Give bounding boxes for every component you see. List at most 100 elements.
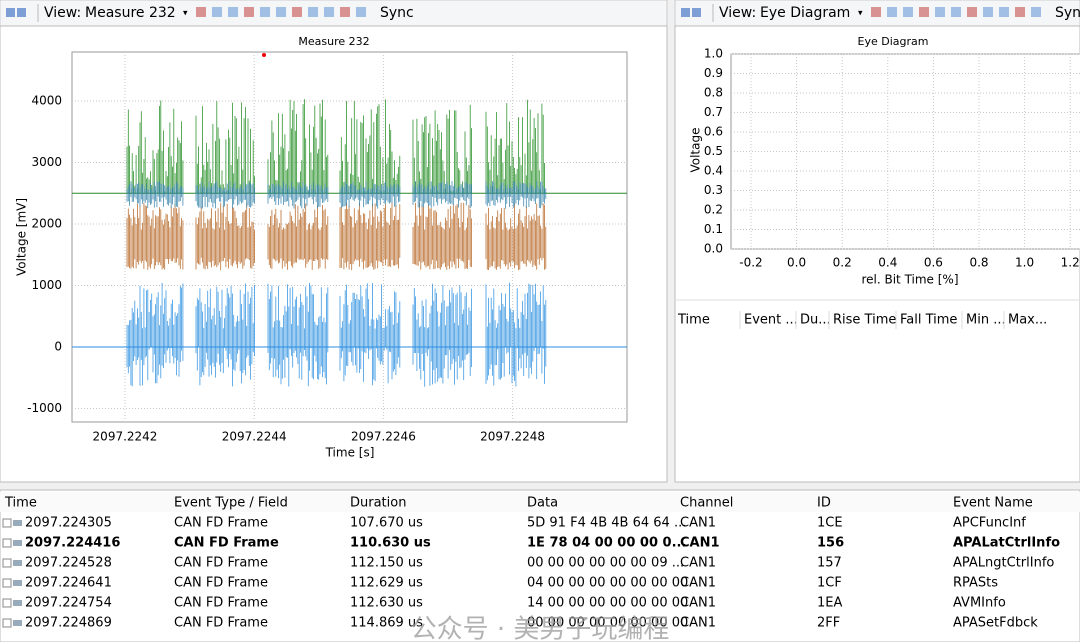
cell[interactable]: AVMInfo: [953, 596, 1006, 611]
cell[interactable]: 00 00 00 00 00 00 09 ...: [527, 556, 684, 571]
cell[interactable]: APCFuncInf: [953, 516, 1026, 531]
cell[interactable]: 14 00 00 00 00 00 00 00: [527, 596, 688, 611]
toolbar-icon: [903, 7, 913, 17]
column-header[interactable]: Event Type / Field: [174, 496, 288, 511]
column-header[interactable]: Max...: [1008, 313, 1047, 328]
cell[interactable]: 112.150 us: [350, 556, 423, 571]
watermark: 公众号 · 美男子玩编程: [411, 615, 670, 642]
x-tick-label: 0.6: [924, 256, 943, 270]
y-tick-label: 0.5: [704, 144, 723, 158]
cell[interactable]: CAN FD Frame: [174, 596, 268, 611]
dropdown[interactable]: ▾: [858, 9, 863, 19]
cell[interactable]: CAN FD Frame: [174, 616, 268, 631]
expand-icon[interactable]: [3, 519, 11, 527]
x-tick-label: 2097.2242: [93, 430, 158, 444]
column-header[interactable]: Event ...: [744, 313, 798, 328]
cell[interactable]: 2097.224754: [25, 596, 112, 611]
x-tick-label: 2097.2246: [351, 430, 416, 444]
cell[interactable]: CAN1: [680, 596, 716, 611]
cell[interactable]: 110.630 us: [350, 536, 431, 551]
y-tick-label: 0.0: [704, 242, 723, 256]
toolbar-icon: [681, 8, 690, 17]
view-label: View:: [44, 5, 81, 21]
column-header[interactable]: Rise Time: [833, 313, 896, 328]
x-tick-label: 0.4: [878, 256, 897, 270]
column-header[interactable]: Time: [4, 496, 37, 511]
cell[interactable]: 2097.224416: [25, 536, 120, 551]
cell[interactable]: APALngtCtrlInfo: [953, 556, 1054, 571]
y-tick-label: 0.2: [704, 203, 723, 217]
toolbar-icon: [983, 7, 993, 17]
column-header[interactable]: Channel: [680, 496, 733, 511]
cell[interactable]: 04 00 00 00 00 00 00 00: [527, 576, 688, 591]
cell[interactable]: RPASts: [953, 576, 998, 591]
toolbar-icon: [292, 7, 302, 17]
y-tick-label: 0.1: [704, 222, 723, 236]
column-header[interactable]: ID: [817, 496, 831, 511]
x-tick-label: 2097.2244: [222, 430, 287, 444]
cell[interactable]: 2FF: [817, 616, 840, 631]
cell[interactable]: CAN FD Frame: [174, 576, 268, 591]
y-tick-label: 0: [54, 340, 62, 354]
toolbar-icon: [1015, 7, 1025, 17]
cell[interactable]: CAN1: [680, 516, 716, 531]
cell[interactable]: 107.670 us: [350, 516, 423, 531]
y-axis-label: Voltage [mV]: [15, 198, 29, 276]
cell[interactable]: CAN FD Frame: [174, 556, 268, 571]
cell[interactable]: CAN1: [680, 536, 720, 551]
cell[interactable]: CAN1: [680, 556, 716, 571]
cell[interactable]: CAN FD Frame: [174, 516, 268, 531]
expand-icon[interactable]: [3, 579, 11, 587]
toolbar-icon: [967, 7, 977, 17]
column-header[interactable]: Event Name: [953, 496, 1033, 511]
toolbar-icon: [308, 7, 318, 17]
cell[interactable]: CAN1: [680, 616, 716, 631]
cell[interactable]: 2097.224305: [25, 516, 112, 531]
cell[interactable]: 1E 78 04 00 00 00 0...: [527, 536, 686, 551]
cell[interactable]: 112.629 us: [350, 576, 423, 591]
cell[interactable]: CAN1: [680, 576, 716, 591]
sync-button[interactable]: Sync: [1055, 5, 1080, 21]
y-tick-label: 4000: [31, 94, 62, 108]
expand-icon[interactable]: [3, 559, 11, 567]
column-header[interactable]: Min ...: [966, 313, 1006, 328]
cell[interactable]: 2097.224641: [25, 576, 112, 591]
frame-icon: [13, 620, 22, 626]
column-header[interactable]: Time: [677, 313, 710, 328]
cell[interactable]: 157: [817, 556, 842, 571]
x-tick-label: 1.2: [1061, 256, 1080, 270]
toolbar-icon: [196, 7, 206, 17]
sync-button[interactable]: Sync: [380, 5, 414, 21]
column-header[interactable]: Duration: [350, 496, 406, 511]
cell[interactable]: 2097.224528: [25, 556, 112, 571]
y-tick-label: 1.0: [704, 47, 723, 61]
cell[interactable]: 112.630 us: [350, 596, 423, 611]
dropdown[interactable]: ▾: [183, 9, 188, 19]
expand-icon[interactable]: [3, 539, 11, 547]
cell[interactable]: 5D 91 F4 4B 4B 64 64 ...: [527, 516, 686, 531]
expand-icon[interactable]: [3, 599, 11, 607]
cursor-marker: [262, 53, 266, 57]
cell[interactable]: 1CF: [817, 576, 842, 591]
cell[interactable]: 1EA: [817, 596, 842, 611]
expand-icon[interactable]: [3, 619, 11, 627]
y-tick-label: -1000: [27, 401, 62, 415]
cell[interactable]: 156: [817, 536, 844, 551]
cell[interactable]: APASetFdbck: [953, 616, 1038, 631]
toolbar-icon: [692, 8, 701, 17]
cell[interactable]: 1CE: [817, 516, 843, 531]
toolbar-icon: [17, 8, 26, 17]
column-header[interactable]: Data: [527, 496, 558, 511]
toolbar-icon: [260, 7, 270, 17]
toolbar-icon: [228, 7, 238, 17]
y-tick-label: 0.4: [704, 164, 723, 178]
y-tick-label: 3000: [31, 155, 62, 169]
frame-icon: [13, 580, 22, 586]
toolbar-icon: [1031, 7, 1041, 17]
x-tick-label: 0.2: [833, 256, 852, 270]
cell[interactable]: 2097.224869: [25, 616, 112, 631]
column-header[interactable]: Fall Time: [900, 313, 957, 328]
cell[interactable]: CAN FD Frame: [174, 536, 279, 551]
cell[interactable]: APALatCtrlInfo: [953, 536, 1060, 551]
column-header[interactable]: Du...: [800, 313, 831, 328]
